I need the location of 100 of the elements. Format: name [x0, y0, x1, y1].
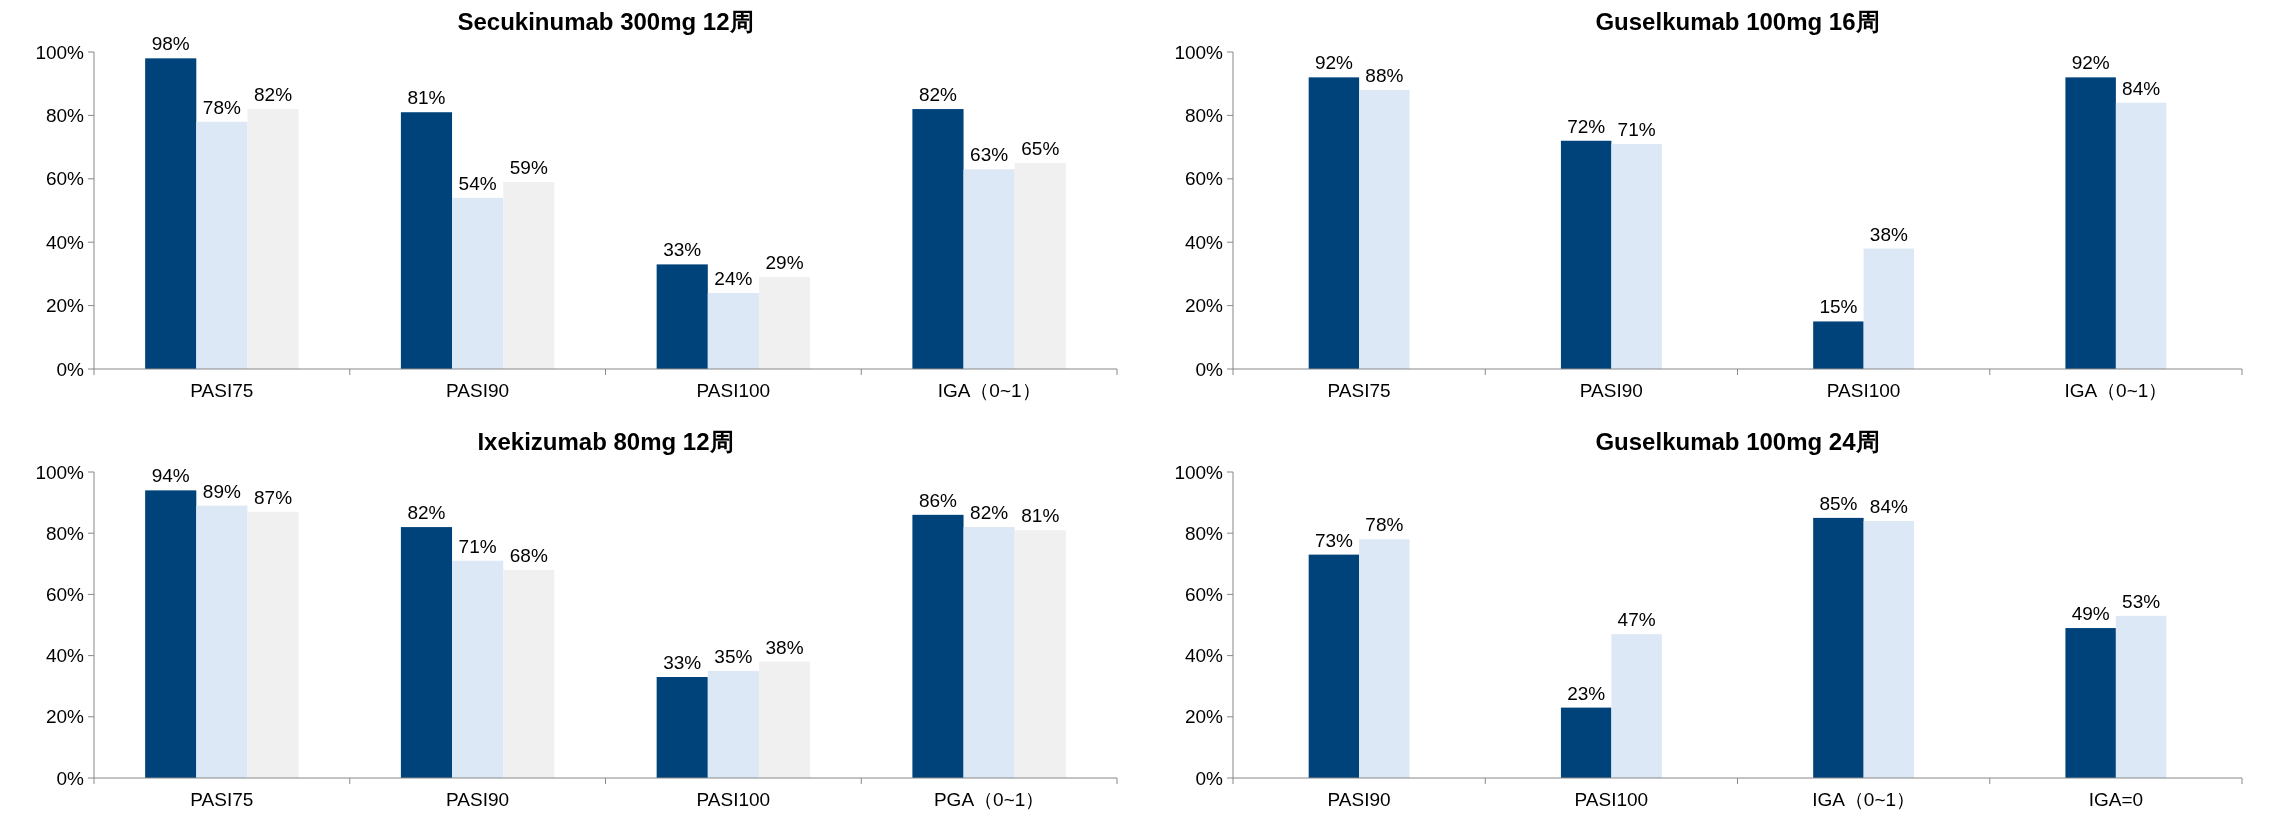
y-tick-label: 20%: [1184, 706, 1224, 728]
data-label: 29%: [765, 252, 804, 274]
bar: [452, 197, 504, 369]
y-tick-label: 40%: [45, 231, 85, 253]
data-label: 82%: [407, 502, 446, 524]
y-tick-label: 40%: [45, 645, 85, 667]
bar: [400, 527, 453, 778]
x-tick-label: PASI100: [1826, 380, 1901, 401]
y-tick-label: 0%: [1195, 358, 1224, 380]
bar: [1308, 77, 1360, 369]
x-tick-label: PASI100: [1574, 789, 1649, 810]
data-label: 92%: [2071, 52, 2110, 74]
data-label: 94%: [151, 465, 190, 487]
data-label: 89%: [202, 480, 241, 502]
y-tick-label: 100%: [35, 41, 85, 63]
bar: [145, 490, 197, 778]
bar: [196, 121, 248, 369]
data-label: 35%: [714, 645, 753, 667]
y-tick-label: 60%: [1184, 584, 1224, 606]
bar: [1863, 248, 1915, 369]
bar: [1014, 530, 1066, 778]
y-tick-label: 80%: [45, 105, 85, 127]
data-label: 78%: [202, 96, 241, 118]
bar: [758, 277, 811, 369]
data-label: 65%: [1021, 137, 1060, 159]
bar: [1611, 143, 1662, 369]
bar: [1308, 554, 1360, 778]
bar: [247, 109, 299, 369]
bar: [912, 109, 964, 369]
y-tick-label: 20%: [45, 706, 85, 728]
bar: [503, 181, 555, 369]
bar: [2065, 628, 2116, 778]
data-label: 54%: [458, 172, 497, 194]
data-label: 84%: [1869, 495, 1908, 517]
chart-title: Guselkumab 100mg 24周: [1595, 428, 1880, 455]
data-label: 71%: [1617, 118, 1656, 140]
data-label: 33%: [663, 652, 702, 674]
y-tick-label: 20%: [1184, 295, 1224, 317]
data-label: 33%: [663, 239, 702, 261]
bar: [707, 670, 759, 778]
data-label: 15%: [1819, 296, 1858, 318]
data-label: 63%: [970, 144, 1009, 166]
y-tick-label: 0%: [56, 767, 85, 789]
data-label: 38%: [1869, 223, 1908, 245]
bar: [2065, 77, 2116, 369]
chart-title: Ixekizumab 80mg 12周: [477, 428, 734, 455]
y-tick-label: 20%: [45, 295, 85, 317]
bar: [2115, 615, 2167, 778]
bar: [1014, 162, 1066, 369]
y-tick-label: 100%: [1174, 461, 1224, 483]
x-tick-label: IGA（0~1）: [937, 380, 1041, 401]
bar: [656, 677, 708, 778]
x-tick-label: PASI90: [446, 789, 510, 810]
y-tick-label: 100%: [35, 461, 85, 483]
bar: [2115, 102, 2167, 369]
bar: [707, 292, 759, 369]
chart-title: Secukinumab 300mg 12周: [457, 8, 754, 35]
bar: [656, 264, 708, 369]
x-tick-label: PASI90: [446, 380, 510, 401]
bar: [247, 511, 299, 778]
data-label: 78%: [1365, 514, 1404, 536]
y-tick-label: 80%: [1184, 105, 1224, 127]
y-tick-label: 60%: [1184, 168, 1224, 190]
data-label: 88%: [1365, 65, 1404, 87]
bar: [400, 112, 453, 369]
data-label: 71%: [458, 535, 497, 557]
y-tick-label: 80%: [1184, 522, 1224, 544]
x-tick-label: PASI100: [696, 789, 771, 810]
data-label: 73%: [1314, 529, 1354, 551]
data-label: 84%: [2122, 77, 2161, 99]
data-label: 86%: [918, 489, 958, 511]
bar: [1560, 140, 1612, 369]
data-label: 49%: [2071, 603, 2110, 625]
y-tick-label: 60%: [45, 168, 85, 190]
x-tick-label: PASI90: [1327, 789, 1391, 810]
y-tick-label: 0%: [1195, 767, 1224, 789]
x-tick-label: IGA（0~1）: [1812, 789, 1916, 810]
data-label: 23%: [1567, 682, 1606, 704]
data-label: 38%: [765, 636, 804, 658]
bar: [145, 58, 197, 369]
bar: [452, 560, 504, 778]
data-label: 81%: [407, 87, 446, 109]
bar: [758, 661, 811, 778]
bar: [963, 169, 1015, 369]
bar: [1359, 90, 1410, 369]
chart-title: Guselkumab 100mg 16周: [1595, 8, 1880, 35]
x-tick-label: IGA=0: [2088, 789, 2144, 810]
x-tick-label: IGA（0~1）: [2064, 380, 2168, 401]
y-tick-label: 80%: [45, 522, 85, 544]
x-tick-label: PASI90: [1579, 380, 1643, 401]
x-tick-label: PASI75: [190, 380, 254, 401]
bar: [1863, 520, 1915, 778]
bar: [1813, 321, 1864, 369]
data-label: 59%: [509, 156, 548, 178]
data-label: 47%: [1617, 609, 1656, 631]
data-label: 98%: [151, 33, 190, 55]
bar: [1560, 707, 1612, 778]
y-tick-label: 60%: [45, 584, 85, 606]
bar: [1813, 517, 1864, 778]
data-label: 87%: [254, 486, 293, 508]
